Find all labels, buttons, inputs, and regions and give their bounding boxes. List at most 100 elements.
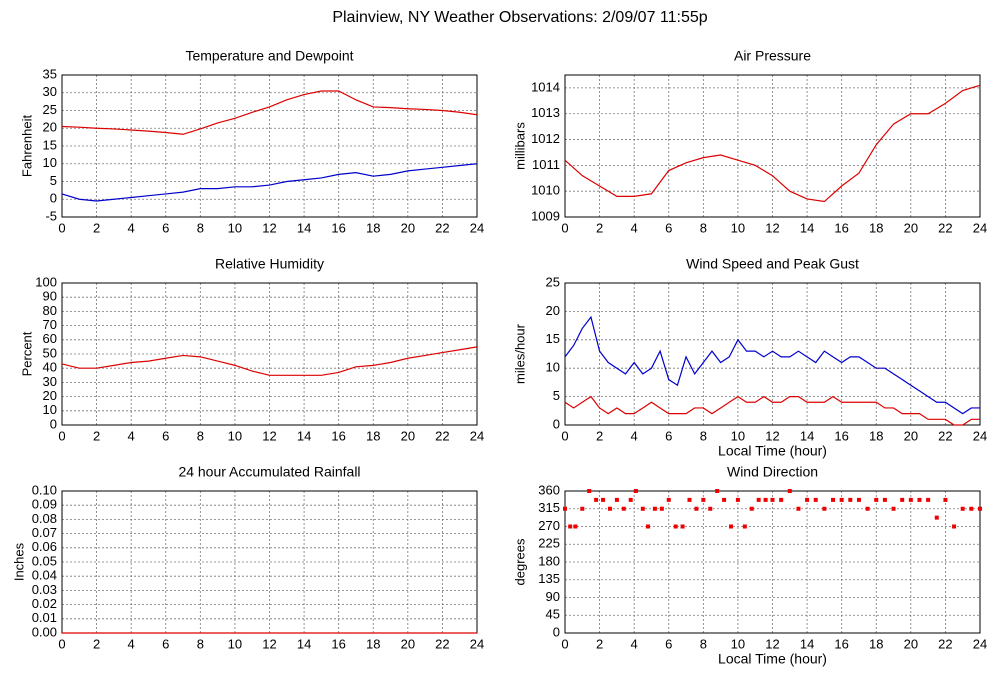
y-tick-label: 0 <box>50 416 57 431</box>
data-point <box>900 497 905 502</box>
y-tick-label: 0.07 <box>32 525 57 540</box>
y-tick-label: 0.01 <box>32 610 57 625</box>
chart-title: Wind Speed and Peak Gust <box>686 256 859 272</box>
y-tick-label: 20 <box>546 303 560 318</box>
y-tick-label: 10 <box>43 402 57 417</box>
y-tick-label: 0.10 <box>32 482 57 497</box>
x-tick-label: 2 <box>596 220 603 235</box>
x-tick-label: 22 <box>435 636 449 651</box>
x-axis-label: Local Time (hour) <box>718 651 827 667</box>
x-tick-label: 6 <box>162 428 169 443</box>
x-tick-label: 18 <box>869 220 883 235</box>
x-tick-label: 14 <box>297 636 311 651</box>
x-tick-label: 0 <box>58 220 65 235</box>
data-point <box>848 497 853 502</box>
y-tick-label: 35 <box>43 66 57 81</box>
data-point <box>607 506 612 511</box>
data-point <box>831 497 836 502</box>
y-axis-label: miles/hour <box>512 323 527 384</box>
data-point <box>735 497 740 502</box>
x-tick-label: 4 <box>128 636 135 651</box>
data-point <box>563 506 567 511</box>
data-point <box>568 524 573 529</box>
y-tick-label: 15 <box>43 137 57 152</box>
x-tick-label: 6 <box>665 636 672 651</box>
x-tick-label: 4 <box>631 428 638 443</box>
y-tick-label: 5 <box>553 388 560 403</box>
x-tick-label: 2 <box>93 636 100 651</box>
y-tick-label: 70 <box>43 317 57 332</box>
data-point <box>573 524 578 529</box>
x-tick-label: 18 <box>366 220 380 235</box>
y-tick-label: 20 <box>43 120 57 135</box>
chart-title: 24 hour Accumulated Rainfall <box>178 464 360 480</box>
x-tick-label: 6 <box>665 220 672 235</box>
chart-title: Temperature and Dewpoint <box>185 48 353 64</box>
x-tick-label: 4 <box>631 220 638 235</box>
x-tick-label: 20 <box>401 428 415 443</box>
y-tick-label: 1009 <box>531 208 560 223</box>
chart-title: Relative Humidity <box>215 256 324 272</box>
y-tick-label: 90 <box>546 589 560 604</box>
data-point <box>621 506 626 511</box>
y-tick-label: 0.02 <box>32 596 57 611</box>
y-axis-label: Inches <box>11 542 26 581</box>
x-tick-label: 2 <box>596 428 603 443</box>
data-point <box>628 497 633 502</box>
data-point <box>908 497 913 502</box>
y-tick-label: 0 <box>553 624 560 639</box>
chart-title: Wind Direction <box>727 464 818 480</box>
x-tick-label: 22 <box>938 428 952 443</box>
data-point <box>891 506 896 511</box>
x-tick-label: 22 <box>938 636 952 651</box>
y-tick-label: 90 <box>43 289 57 304</box>
data-point <box>874 497 879 502</box>
x-tick-label: 20 <box>904 220 918 235</box>
data-point <box>729 524 733 529</box>
x-tick-label: 12 <box>262 636 276 651</box>
data-point <box>882 497 887 502</box>
x-tick-label: 4 <box>631 636 638 651</box>
x-tick-label: 10 <box>228 636 242 651</box>
y-tick-label: 315 <box>538 500 560 515</box>
y-tick-label: 80 <box>43 303 57 318</box>
data-point <box>652 506 657 511</box>
y-tick-label: 25 <box>546 274 560 289</box>
data-point <box>633 489 638 493</box>
page-title: Plainview, NY Weather Observations: 2/09… <box>332 9 707 26</box>
y-tick-label: 50 <box>43 345 57 360</box>
data-point <box>839 497 844 502</box>
y-tick-label: 360 <box>538 482 560 497</box>
y-tick-label: 135 <box>538 571 560 586</box>
x-tick-label: 20 <box>904 636 918 651</box>
x-tick-label: 2 <box>93 428 100 443</box>
data-point <box>805 497 810 502</box>
y-tick-label: 1013 <box>531 105 560 120</box>
data-point <box>580 506 585 511</box>
y-tick-label: 30 <box>43 84 57 99</box>
x-tick-label: 16 <box>834 428 848 443</box>
data-line <box>564 395 980 426</box>
x-tick-label: 8 <box>197 636 204 651</box>
y-tick-label: 15 <box>546 331 560 346</box>
data-point <box>787 489 792 493</box>
data-point <box>742 524 747 529</box>
x-tick-label: 6 <box>162 220 169 235</box>
x-tick-label: 18 <box>366 636 380 651</box>
y-tick-label: 1012 <box>531 131 560 146</box>
x-tick-label: 24 <box>470 220 484 235</box>
y-tick-label: 45 <box>546 607 560 622</box>
x-tick-label: 10 <box>228 220 242 235</box>
x-tick-label: 24 <box>973 428 987 443</box>
x-tick-label: 4 <box>128 220 135 235</box>
x-tick-label: 10 <box>731 220 745 235</box>
y-tick-label: 0.05 <box>32 553 57 568</box>
x-tick-label: 2 <box>596 636 603 651</box>
x-tick-label: 6 <box>162 636 169 651</box>
x-tick-label: 18 <box>869 636 883 651</box>
data-point <box>722 497 727 502</box>
data-point <box>822 506 827 511</box>
x-tick-label: 8 <box>197 220 204 235</box>
data-line <box>61 346 478 376</box>
data-point <box>796 506 801 511</box>
